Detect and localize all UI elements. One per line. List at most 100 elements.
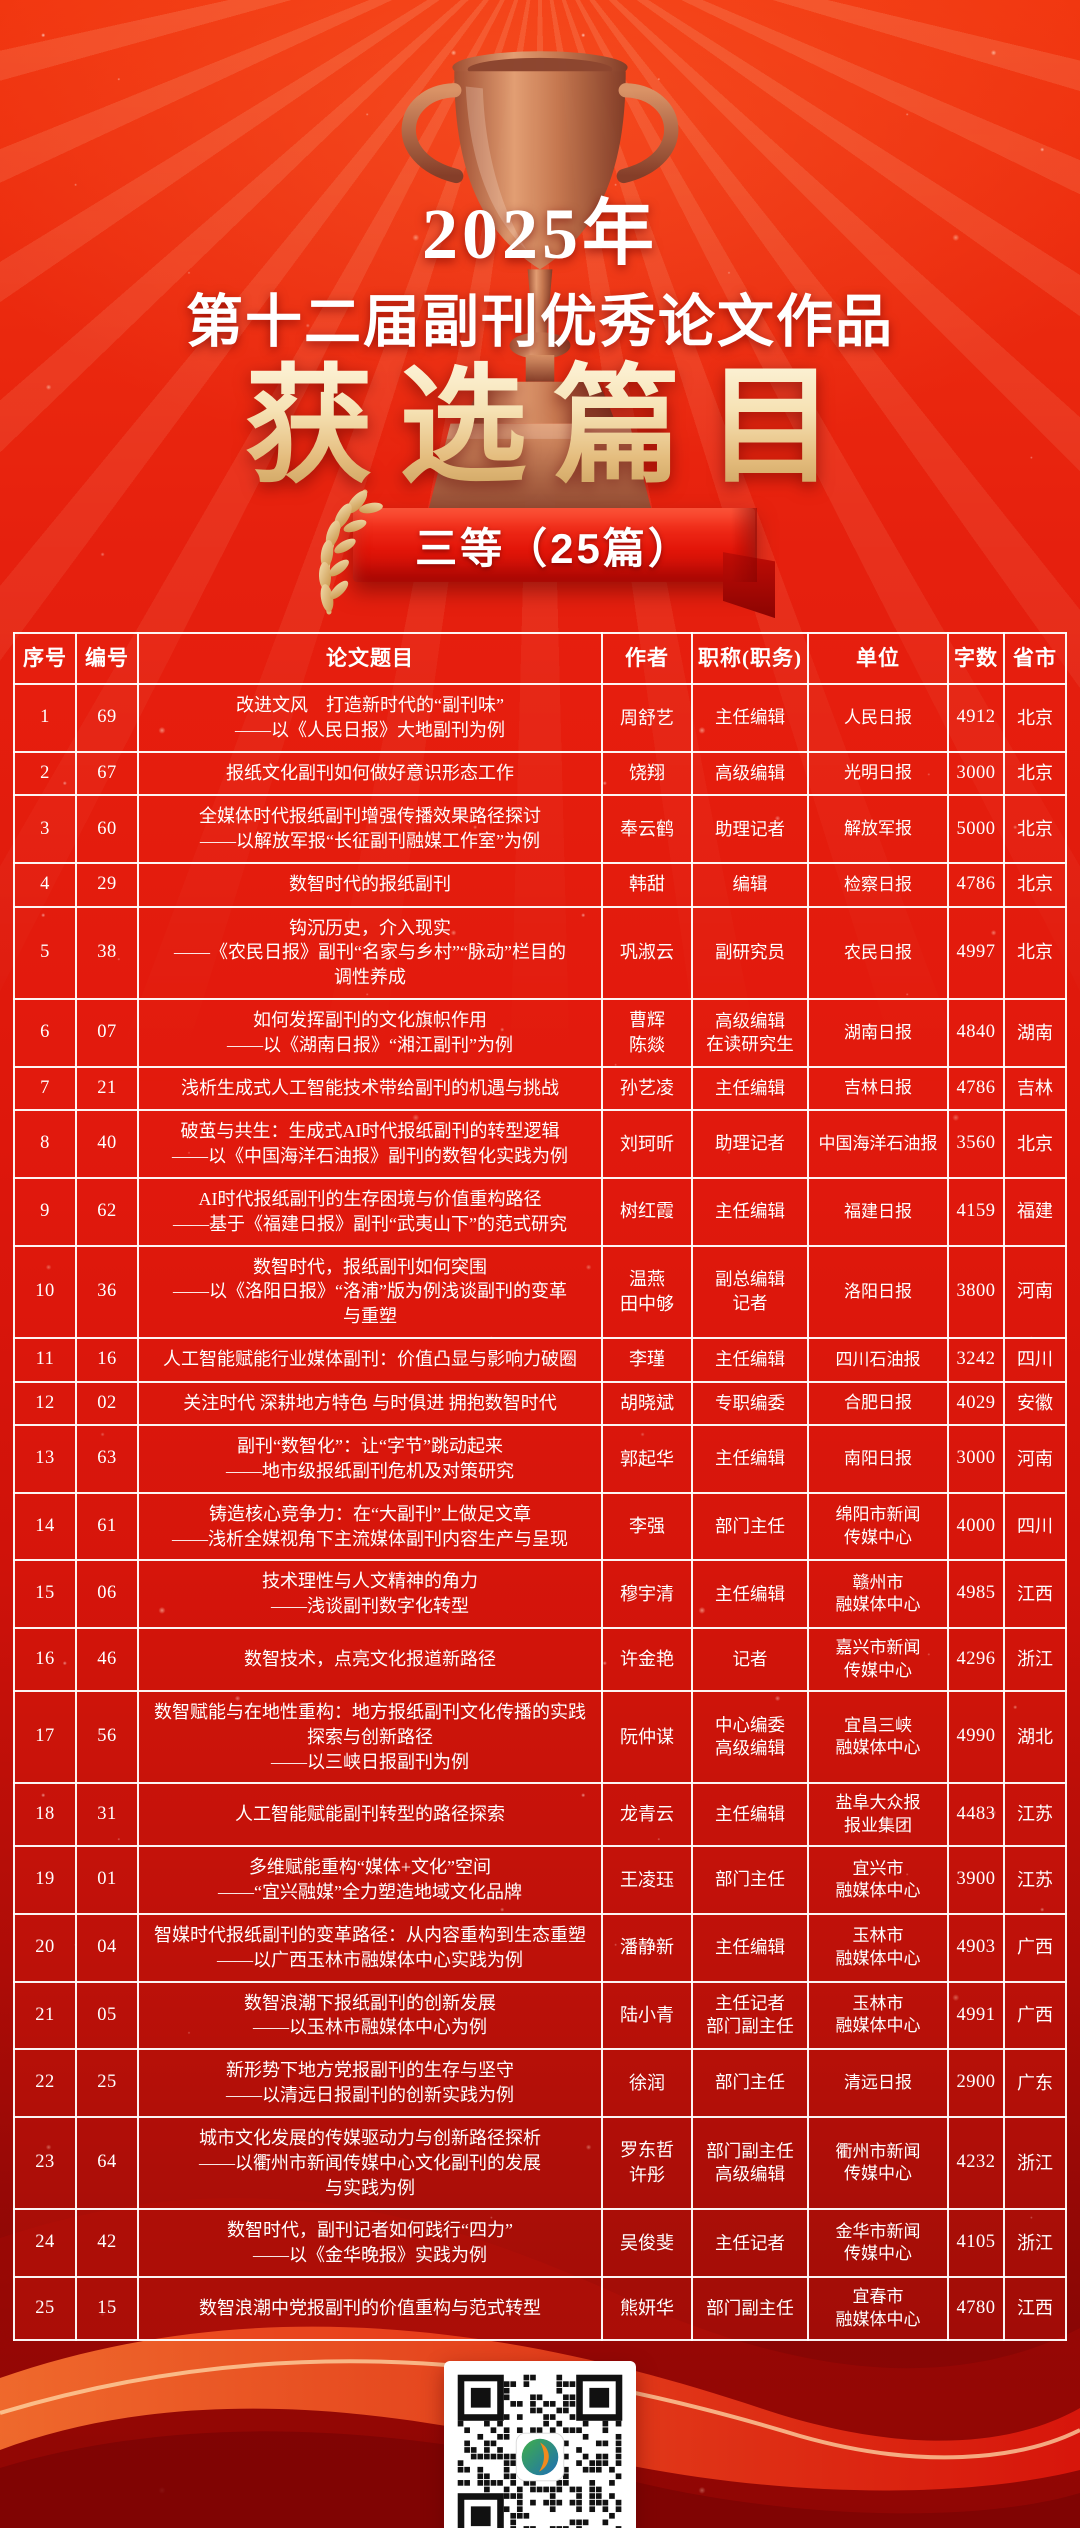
row-paper-title-cell: 改进文风 打造新时代的“副刊味” ——以《人民日报》大地副刊为例 [137, 683, 603, 753]
row-paper-title-cell: 数智赋能与在地性重构：地方报纸副刊文化传播的实践 探索与创新路径 ——以三峡日报… [137, 1689, 603, 1785]
row-position-cell: 副研究员 [691, 905, 809, 1001]
row-code-cell: 42 [75, 2208, 139, 2279]
row-paper-title-cell: 数智浪潮中党报副刊的价值重构与范式转型 [137, 2276, 603, 2341]
row-province-cell: 浙江 [1003, 2208, 1067, 2279]
row-paper-title-cell: 钩沉历史，介入现实 ——《农民日报》副刊“名家与乡村”“脉动”栏目的 调性养成 [137, 905, 603, 1001]
row-paper-title-cell: AI时代报纸副刊的生存困境与价值重构路径 ——基于《福建日报》副刊“武夷山下”的… [137, 1176, 603, 1247]
table-row: 21 05 数智浪潮下报纸副刊的创新发展 ——以玉林市融媒体中心为例 陆小青 主… [13, 1980, 1067, 2051]
row-organization-cell: 嘉兴市新闻 传媒中心 [807, 1627, 949, 1692]
row-code-cell: 63 [75, 1424, 139, 1494]
column-header: 论文题目 [137, 632, 603, 686]
row-organization-cell: 人民日报 [807, 683, 949, 753]
row-position-cell: 主任编辑 [691, 1912, 809, 1983]
row-index-cell: 22 [13, 2048, 77, 2118]
row-position-cell: 部门副主任 [691, 2276, 809, 2341]
row-code-cell: 60 [75, 794, 139, 865]
column-header: 职称(职务) [691, 632, 809, 686]
row-code-cell: 31 [75, 1782, 139, 1848]
row-position-cell: 主任编辑 [691, 1337, 809, 1383]
row-paper-title-cell: 人工智能赋能副刊转型的路径探索 [137, 1782, 603, 1848]
row-organization-cell: 衢州市新闻 传媒中心 [807, 2115, 949, 2211]
row-position-cell: 记者 [691, 1627, 809, 1692]
row-organization-cell: 合肥日报 [807, 1380, 949, 1427]
row-author-cell: 郭起华 [601, 1424, 693, 1494]
row-paper-title-cell: 浅析生成式人工智能技术带给副刊的机遇与挑战 [137, 1065, 603, 1112]
table-row: 16 46 数智技术，点亮文化报道新路径 许金艳 记者 嘉兴市新闻 传媒中心 4… [13, 1627, 1067, 1692]
row-organization-cell: 湖南日报 [807, 998, 949, 1068]
table-row: 3 60 全媒体时代报纸副刊增强传播效果路径探讨 ——以解放军报“长征副刊融媒工… [13, 794, 1067, 865]
row-organization-cell: 宜昌三峡 融媒体中心 [807, 1689, 949, 1785]
row-index-cell: 8 [13, 1109, 77, 1179]
row-position-cell: 编辑 [691, 862, 809, 908]
row-wordcount-cell: 4105 [947, 2208, 1005, 2279]
row-paper-title-cell: 技术理性与人文精神的角力 ——浅谈副刊数字化转型 [137, 1559, 603, 1630]
table-row: 7 21 浅析生成式人工智能技术带给副刊的机遇与挑战 孙艺凌 主任编辑 吉林日报… [13, 1065, 1067, 1112]
row-code-cell: 21 [75, 1065, 139, 1112]
row-wordcount-cell: 4029 [947, 1380, 1005, 1427]
row-position-cell: 部门主任 [691, 1845, 809, 1915]
row-author-cell: 温燕 田中够 [601, 1244, 693, 1340]
row-author-cell: 胡晓斌 [601, 1380, 693, 1427]
row-author-cell: 陆小青 [601, 1980, 693, 2051]
row-position-cell: 主任记者 [691, 2208, 809, 2279]
row-position-cell: 部门副主任 高级编辑 [691, 2115, 809, 2211]
table-row: 9 62 AI时代报纸副刊的生存困境与价值重构路径 ——基于《福建日报》副刊“武… [13, 1176, 1067, 1247]
row-index-cell: 7 [13, 1065, 77, 1112]
row-paper-title-cell: 智媒时代报纸副刊的变革路径：从内容重构到生态重塑 ——以广西玉林市融媒体中心实践… [137, 1912, 603, 1983]
row-author-cell: 罗东哲 许彤 [601, 2115, 693, 2211]
row-province-cell: 江西 [1003, 2276, 1067, 2341]
row-organization-cell: 宜春市 融媒体中心 [807, 2276, 949, 2341]
row-author-cell: 王凌珏 [601, 1845, 693, 1915]
row-position-cell: 助理记者 [691, 794, 809, 865]
row-wordcount-cell: 4786 [947, 1065, 1005, 1112]
row-organization-cell: 光明日报 [807, 750, 949, 797]
row-code-cell: 46 [75, 1627, 139, 1692]
row-wordcount-cell: 4985 [947, 1559, 1005, 1630]
tier-badge-label: 三等（25篇） [415, 524, 693, 572]
row-author-cell: 龙青云 [601, 1782, 693, 1848]
row-index-cell: 9 [13, 1176, 77, 1247]
row-province-cell: 四川 [1003, 1337, 1067, 1383]
row-wordcount-cell: 5000 [947, 794, 1005, 865]
row-position-cell: 主任编辑 [691, 1559, 809, 1630]
row-wordcount-cell: 4903 [947, 1912, 1005, 1983]
results-table: 序号 编号 论文题目 作者 职称(职务) 单位 字数 省市 1 69 改进文风 打造新时代的“… [13, 632, 1067, 2341]
row-index-cell: 1 [13, 683, 77, 753]
row-province-cell: 福建 [1003, 1176, 1067, 1247]
row-wordcount-cell: 4840 [947, 998, 1005, 1068]
row-organization-cell: 宜兴市 融媒体中心 [807, 1845, 949, 1915]
row-position-cell: 高级编辑 [691, 750, 809, 797]
row-position-cell: 主任记者 部门副主任 [691, 1980, 809, 2051]
row-code-cell: 64 [75, 2115, 139, 2211]
row-province-cell: 湖北 [1003, 1689, 1067, 1785]
row-index-cell: 23 [13, 2115, 77, 2211]
row-organization-cell: 中国海洋石油报 [807, 1109, 949, 1179]
row-paper-title-cell: 关注时代 深耕地方特色 与时俱进 拥抱数智时代 [137, 1380, 603, 1427]
row-author-cell: 李瑾 [601, 1337, 693, 1383]
table-row: 14 61 铸造核心竞争力：在“大副刊”上做足文章 ——浅析全媒视角下主流媒体副… [13, 1491, 1067, 1562]
table-row: 6 07 如何发挥副刊的文化旗帜作用 ——以《湖南日报》“湘江副刊”为例 曹辉 … [13, 998, 1067, 1068]
table-row: 10 36 数智时代，报纸副刊如何突围 ——以《洛阳日报》“洛浦”版为例浅谈副刊… [13, 1244, 1067, 1340]
row-organization-cell: 清远日报 [807, 2048, 949, 2118]
row-position-cell: 主任编辑 [691, 683, 809, 753]
row-wordcount-cell: 4296 [947, 1627, 1005, 1692]
table-row: 8 40 破茧与共生：生成式AI时代报纸副刊的转型逻辑 ——以《中国海洋石油报》… [13, 1109, 1067, 1179]
row-position-cell: 助理记者 [691, 1109, 809, 1179]
row-index-cell: 13 [13, 1424, 77, 1494]
row-code-cell: 07 [75, 998, 139, 1068]
laurel-branch-icon [318, 489, 383, 615]
table-row: 2 67 报纸文化副刊如何做好意识形态工作 饶翔 高级编辑 光明日报 3000 … [13, 750, 1067, 797]
row-wordcount-cell: 3242 [947, 1337, 1005, 1383]
row-province-cell: 北京 [1003, 794, 1067, 865]
row-author-cell: 许金艳 [601, 1627, 693, 1692]
row-wordcount-cell: 4232 [947, 2115, 1005, 2211]
row-index-cell: 10 [13, 1244, 77, 1340]
row-index-cell: 18 [13, 1782, 77, 1848]
row-author-cell: 曹辉 陈燚 [601, 998, 693, 1068]
row-paper-title-cell: 多维赋能重构“媒体+文化”空间 ——“宜兴融媒”全力塑造地域文化品牌 [137, 1845, 603, 1915]
table-row: 19 01 多维赋能重构“媒体+文化”空间 ——“宜兴融媒”全力塑造地域文化品牌… [13, 1845, 1067, 1915]
row-index-cell: 2 [13, 750, 77, 797]
row-province-cell: 四川 [1003, 1491, 1067, 1562]
row-index-cell: 21 [13, 1980, 77, 2051]
row-index-cell: 16 [13, 1627, 77, 1692]
